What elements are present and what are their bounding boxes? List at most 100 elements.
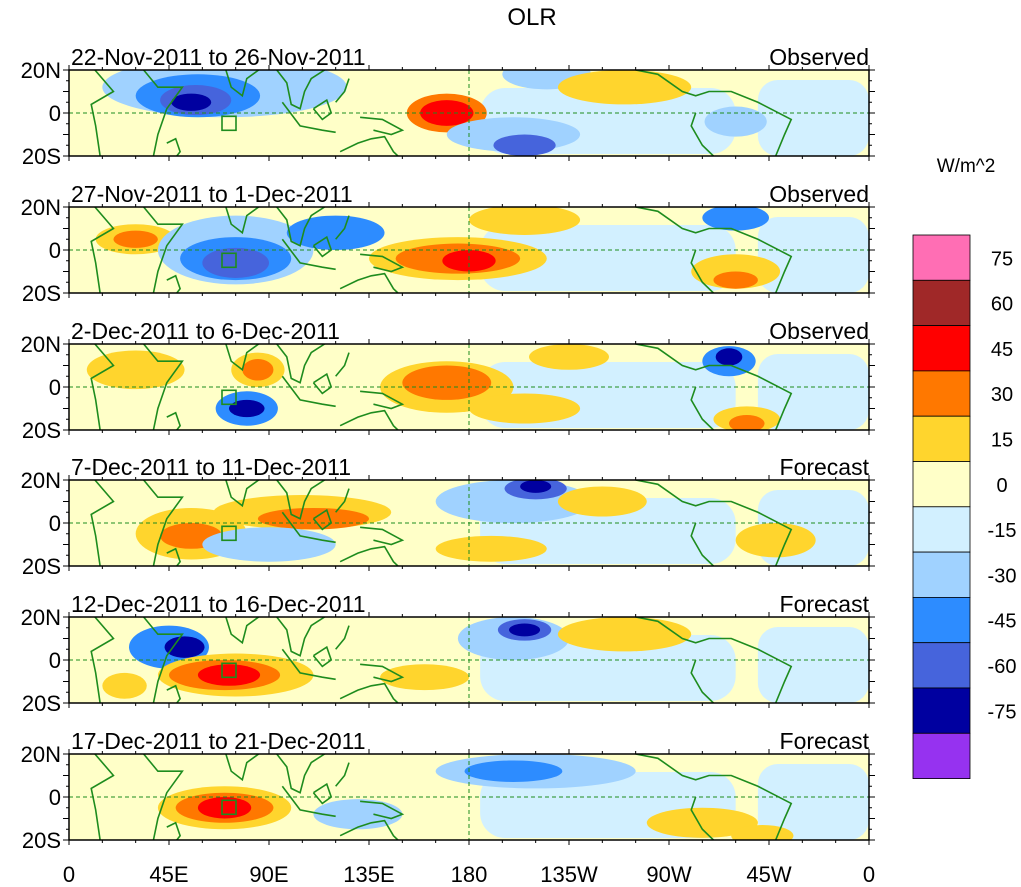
coast-new-guinea — [360, 663, 405, 683]
coast-philippines — [335, 78, 350, 103]
colorbar-swatch — [912, 370, 971, 417]
pacific-cool-region — [480, 225, 736, 291]
anomaly-contour — [557, 617, 692, 652]
map-panel: 20N 0 20S 7-Dec-2011 to 11-Dec-2011 Forecast — [21, 454, 875, 579]
atlantic-cool-region — [757, 764, 869, 840]
anomaly-contour — [86, 350, 185, 390]
colorbar-label: 30 — [991, 384, 1013, 406]
coast-americas-west — [690, 112, 715, 156]
anomaly-contour — [229, 399, 265, 418]
colorbar-swatch — [912, 279, 971, 326]
anomaly-contour — [557, 70, 692, 105]
x-tick-label: 0 — [63, 862, 75, 887]
coast-india — [225, 480, 260, 508]
colorbar-swatch — [912, 642, 971, 689]
coast-india — [225, 344, 260, 372]
region-box — [221, 799, 237, 816]
x-tick-label: 45E — [149, 862, 188, 887]
anomaly-contour — [557, 486, 647, 517]
colorbar-label: 0 — [996, 475, 1007, 497]
anomaly-contour — [493, 134, 556, 156]
x-tick-label: 0 — [863, 862, 875, 887]
map-panel: 20N 0 20S 17-Dec-2011 to 21-Dec-2011 Forecas… — [21, 728, 875, 853]
colorbar-swatch — [912, 732, 971, 779]
coast-se-asia — [275, 754, 327, 794]
coast-indonesia — [281, 375, 336, 408]
region-box — [221, 389, 237, 406]
colorbar-label: -75 — [988, 701, 1017, 723]
anomaly-contour — [197, 797, 252, 819]
y-tick-label: 20S — [22, 828, 61, 853]
y-tick-label: 20S — [22, 418, 61, 443]
map-panel: 20N 0 20S 27-Nov-2011 to 1-Dec-2011 Observed — [21, 181, 875, 306]
y-tick-label: 20S — [22, 554, 61, 579]
coast-philippines — [335, 762, 350, 787]
y-tick-label: 20S — [22, 281, 61, 306]
coast-philippines — [335, 215, 350, 240]
anomaly-contour — [702, 207, 769, 231]
coast-australia — [339, 545, 399, 566]
coast-americas-west — [690, 522, 715, 566]
anomaly-contour — [102, 672, 147, 699]
panel-date-range: 27-Nov-2011 to 1-Dec-2011 — [71, 181, 353, 207]
coast-madagascar — [166, 411, 182, 430]
y-tick-label: 0 — [49, 375, 61, 400]
x-tick-label: 45W — [746, 862, 791, 887]
colorbar-swatch — [912, 325, 971, 372]
coast-new-guinea — [360, 800, 405, 820]
x-tick-label: 180 — [451, 862, 488, 887]
coastlines — [90, 480, 793, 566]
anomaly-contour — [529, 344, 609, 370]
coast-americas-north — [635, 207, 793, 293]
region-box — [221, 115, 237, 132]
coast-se-asia — [275, 344, 327, 384]
y-tick-label: 20N — [21, 468, 61, 493]
colorbar-label: -45 — [988, 611, 1017, 633]
map-panel: 20N 0 20S 22-Nov-2011 to 26-Nov-2011 Observe… — [21, 44, 875, 169]
panel-kind-label: Observed — [769, 181, 869, 207]
region-box — [221, 662, 237, 679]
coast-africa-west — [90, 70, 115, 156]
coast-americas-north — [635, 480, 793, 566]
coast-africa-west — [90, 344, 115, 430]
coast-new-guinea — [360, 253, 405, 273]
coast-africa-east — [142, 754, 184, 840]
x-tick-label: 90E — [249, 862, 288, 887]
coast-madagascar — [166, 137, 182, 156]
coast-australia — [339, 272, 399, 293]
x-tick-label: 90W — [646, 862, 691, 887]
region-box — [221, 252, 237, 269]
anomaly-contour — [729, 414, 765, 430]
coast-madagascar — [166, 547, 182, 566]
anomaly-contour — [113, 230, 158, 248]
colorbar: W/m^2 75 60 45 30 15 0 -15 -30 -45 -60 -75 — [912, 156, 1017, 779]
y-tick-label: 20N — [21, 58, 61, 83]
coast-americas-north — [635, 344, 793, 430]
colorbar-swatch — [912, 415, 971, 462]
colorbar-swatch — [912, 234, 971, 281]
panel-date-range: 2-Dec-2011 to 6-Dec-2011 — [71, 318, 340, 344]
coast-se-asia — [275, 617, 327, 657]
y-tick-label: 0 — [49, 238, 61, 263]
coast-india — [225, 70, 260, 98]
anomaly-contour — [520, 480, 552, 493]
anomaly-contour — [286, 215, 385, 250]
coast-australia — [339, 409, 399, 430]
coast-americas-west — [690, 796, 715, 840]
coast-indonesia — [281, 101, 336, 134]
coast-india — [225, 754, 260, 782]
coast-africa-west — [90, 207, 115, 293]
y-tick-label: 20N — [21, 605, 61, 630]
colorbar-label: -15 — [988, 520, 1017, 542]
atlantic-cool-region — [757, 80, 869, 156]
coastlines — [90, 754, 793, 840]
map-panel: 20N 0 20S 12-Dec-2011 to 16-Dec-2011 Forecas… — [21, 591, 875, 716]
anomaly-contour — [509, 623, 541, 637]
region-box — [221, 525, 237, 542]
coastlines — [90, 70, 793, 156]
coast-australia — [339, 135, 399, 156]
colorbar-swatch — [912, 597, 971, 644]
map-panel: 20N 0 20S 2-Dec-2011 to 6-Dec-2011 Observed — [21, 318, 875, 443]
anomaly-contour — [731, 824, 794, 840]
